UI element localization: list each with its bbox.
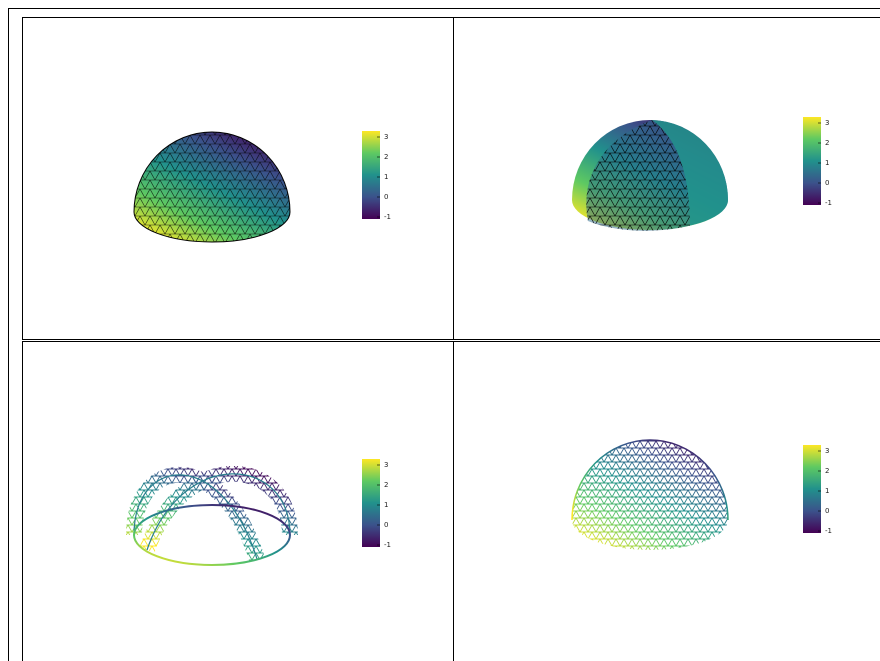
slice-right [652, 120, 729, 226]
colorbar-tick-label: 1 [825, 487, 829, 495]
arch-edge [133, 474, 258, 560]
panel [453, 17, 880, 340]
colorbar-tick-label: 0 [825, 179, 829, 187]
colorbar-tick-label: -1 [825, 199, 832, 207]
dome-outline [133, 131, 291, 243]
colorbar [362, 459, 380, 547]
colorbar-tick-label: 0 [384, 521, 388, 529]
colorbar [803, 117, 821, 205]
colorbar-tick-label: -1 [384, 213, 391, 221]
colorbar [803, 445, 821, 533]
arch-edge [146, 473, 291, 551]
colorbar-tick-label: 0 [384, 193, 388, 201]
panel [453, 341, 880, 661]
frame [8, 8, 880, 661]
colorbar-tick-label: 3 [384, 461, 388, 469]
colorbar-tick-label: 1 [384, 501, 388, 509]
dome-wireframe [572, 440, 728, 550]
colorbar-tick-label: 3 [384, 133, 388, 141]
panel [22, 341, 454, 661]
colorbar-tick-label: -1 [384, 541, 391, 549]
colorbar-tick-label: 2 [384, 481, 388, 489]
slice-mesh [586, 120, 690, 231]
colorbar-tick-label: 3 [825, 447, 829, 455]
colorbar-tick-label: 2 [825, 467, 829, 475]
dome-rim [571, 439, 729, 521]
dome-mesh [134, 132, 290, 242]
base-rim [133, 504, 291, 566]
colorbar-tick-label: 2 [384, 153, 388, 161]
colorbar-tick-label: 2 [825, 139, 829, 147]
colorbar-tick-label: 3 [825, 119, 829, 127]
colorbar-tick-label: -1 [825, 527, 832, 535]
colorbar-tick-label: 0 [825, 507, 829, 515]
colorbar-tick-label: 1 [384, 173, 388, 181]
colorbar-tick-label: 1 [825, 159, 829, 167]
colorbar [362, 131, 380, 219]
